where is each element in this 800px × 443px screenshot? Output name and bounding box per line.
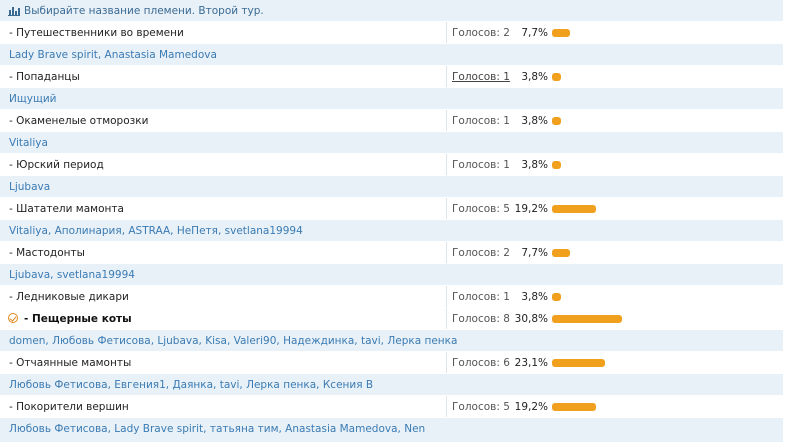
voters-row: domen, Любовь Фетисова, Ljubava, Kisa, V… [0,330,783,352]
option-name: - Окаменелые отморозки [9,115,149,127]
voters-list[interactable]: Любовь Фетисова, Lady Brave spirit, тать… [9,423,426,435]
voters-row: Ищущий [0,88,783,110]
poll-option: - Окаменелые отморозки Голосов: 1 3,8% [0,110,783,132]
option-name: - Шататели мамонта [9,203,124,215]
vote-count-link[interactable]: Голосов: 1 [452,71,510,83]
right-gutter [783,0,800,443]
poll-option: - Отчаянные мамонты Голосов: 6 23,1% [0,352,783,374]
voters-row: Vitaliya, Аполинария, ASTRAA, НеПетя, sv… [0,220,783,242]
vote-bar [552,293,561,301]
voters-list[interactable]: domen, Любовь Фетисова, Ljubava, Kisa, V… [9,335,458,347]
column-divider [446,242,447,263]
poll-header: Выбирайте название племени. Второй тур. [0,0,783,22]
poll-option: - Путешественники во времени Голосов: 2 … [0,22,783,44]
voters-list[interactable]: Ищущий [9,93,57,105]
option-name: - Ледниковые дикари [9,291,129,303]
vote-bar [552,29,570,37]
vote-bar [552,315,622,323]
vote-percent: 7,7% [521,247,548,259]
vote-bar [552,359,605,367]
vote-count: Голосов: 1 [452,115,510,127]
vote-bar [552,117,561,125]
vote-percent: 3,8% [521,291,548,303]
bar-chart-icon [8,6,20,16]
vote-percent: 3,8% [521,115,548,127]
voters-list[interactable]: Любовь Фетисова, Евгения1, Даянка, tavi,… [9,379,374,391]
vote-percent: 7,7% [521,27,548,39]
option-name: - Путешественники во времени [9,27,184,39]
check-circle-icon [8,313,18,323]
column-divider [446,66,447,87]
vote-percent: 3,8% [521,71,548,83]
voters-row: Lady Brave spirit, Anastasia Mamedova [0,44,783,66]
poll-option: - Покорители вершин Голосов: 5 19,2% [0,396,783,418]
column-divider [446,22,447,43]
vote-count: Голосов: 1 [452,291,510,303]
column-divider [446,110,447,131]
vote-bar [552,161,561,169]
option-name: - Мастодонты [9,247,85,259]
column-divider [446,308,447,329]
vote-count: Голосов: 5 [452,203,510,215]
poll-title: Выбирайте название племени. Второй тур. [24,5,264,17]
poll-option-winner: - Пещерные коты Голосов: 8 30,8% [0,308,783,330]
vote-percent: 3,8% [521,159,548,171]
voters-list[interactable]: Vitaliya [9,137,48,149]
voters-list[interactable]: Vitaliya, Аполинария, ASTRAA, НеПетя, sv… [9,225,303,237]
voters-list[interactable]: Ljubava, svetlana19994 [9,269,135,281]
poll-option: - Попаданцы Голосов: 1 3,8% [0,66,783,88]
voters-row: Vitaliya [0,132,783,154]
vote-percent: 19,2% [514,203,548,215]
vote-percent: 23,1% [514,357,548,369]
vote-bar [552,249,570,257]
vote-count: Голосов: 6 [452,357,510,369]
column-divider [446,352,447,373]
vote-bar [552,73,561,81]
voters-row: Ljubava [0,176,783,198]
vote-percent: 19,2% [514,401,548,413]
voters-row: Любовь Фетисова, Евгения1, Даянка, tavi,… [0,374,783,396]
vote-percent: 30,8% [514,313,548,325]
option-name: - Покорители вершин [9,401,129,413]
voters-row: Любовь Фетисова, Lady Brave spirit, тать… [0,418,783,443]
vote-bar [552,205,596,213]
voters-row: Ljubava, svetlana19994 [0,264,783,286]
vote-bar [552,403,596,411]
vote-count: Голосов: 1 [452,159,510,171]
option-name: - Отчаянные мамонты [9,357,132,369]
option-name: - Попаданцы [9,71,80,83]
vote-count: Голосов: 5 [452,401,510,413]
column-divider [446,198,447,219]
vote-count: Голосов: 8 [452,313,510,325]
voters-list[interactable]: Ljubava [9,181,51,193]
vote-count: Голосов: 2 [452,247,510,259]
poll-option: - Ледниковые дикари Голосов: 1 3,8% [0,286,783,308]
option-name: - Юрский период [9,159,104,171]
column-divider [446,396,447,417]
column-divider [446,154,447,175]
column-divider [446,286,447,307]
option-name: - Пещерные коты [24,313,132,325]
poll-option: - Юрский период Голосов: 1 3,8% [0,154,783,176]
poll-option: - Шататели мамонта Голосов: 5 19,2% [0,198,783,220]
poll-option: - Мастодонты Голосов: 2 7,7% [0,242,783,264]
vote-count: Голосов: 2 [452,27,510,39]
voters-list[interactable]: Lady Brave spirit, Anastasia Mamedova [9,49,217,61]
